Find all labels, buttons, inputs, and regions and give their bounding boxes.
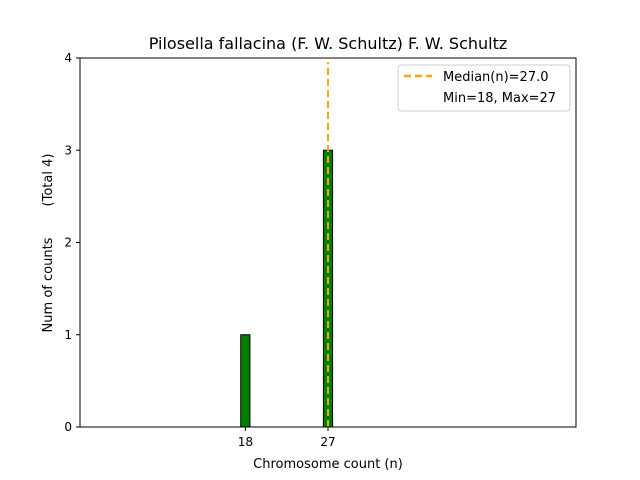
x-tick-label: 18 [238,435,253,449]
y-tick-label: 1 [64,328,72,342]
bars-layer [240,149,334,428]
y-tick-label: 4 [64,51,72,65]
y-tick-label: 3 [64,143,72,157]
legend-box [397,64,571,112]
y-tick-label: 2 [64,236,72,250]
x-ticks: 18 27 [238,427,336,449]
chart-title: Pilosella fallacina (F. W. Schultz) F. W… [149,34,508,53]
bar-18 [240,334,251,428]
x-axis-label: Chromosome count (n) [253,457,403,472]
y-ticks: 0 1 2 3 4 [64,51,80,434]
y-axis-label: Num of counts [41,237,56,332]
legend: Median(n)=27.0 Min=18, Max=27 [397,64,571,112]
legend-median-label: Median(n)=27.0 [443,70,549,85]
y-axis-total-label: (Total 4) [41,154,56,207]
legend-range-label: Min=18, Max=27 [443,91,556,106]
x-tick-label: 27 [320,435,335,449]
y-tick-label: 0 [64,420,72,434]
